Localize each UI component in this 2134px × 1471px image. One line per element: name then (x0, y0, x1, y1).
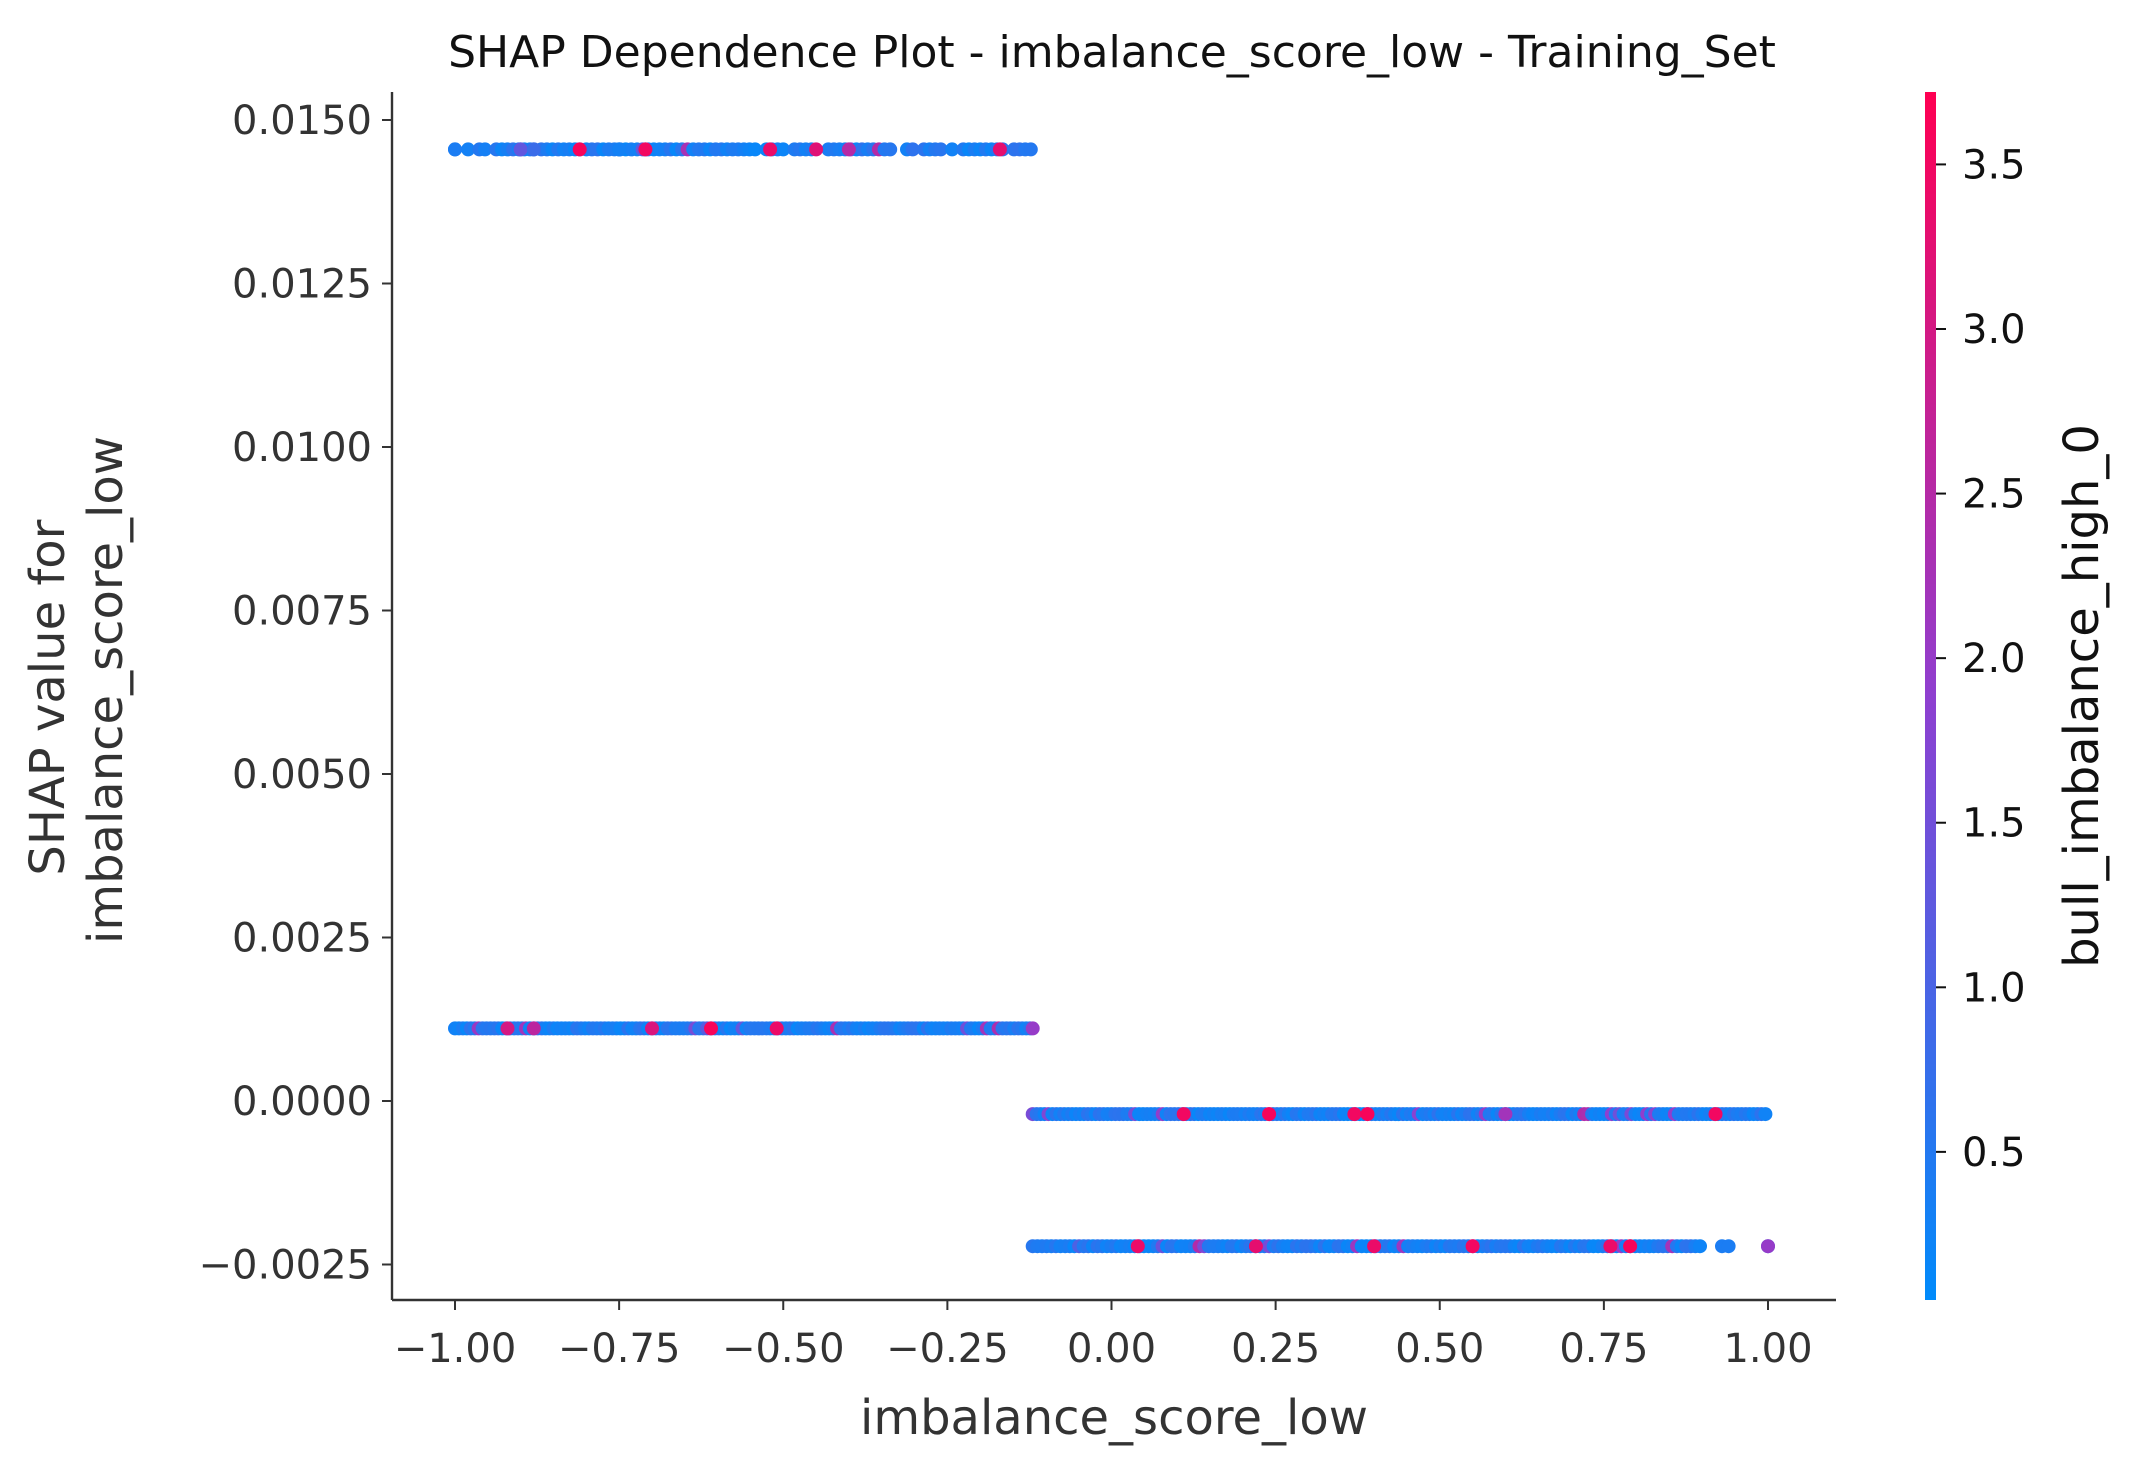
colorbar-tick-label: 2.5 (1962, 472, 2026, 518)
x-tick-label: −1.00 (394, 1326, 517, 1372)
x-tick-label: −0.25 (886, 1326, 1009, 1372)
scatter-point (1761, 1239, 1775, 1254)
scatter-point (478, 142, 492, 157)
colorbar-tick-label: 0.5 (1962, 1130, 2026, 1176)
scatter-point (1758, 1107, 1773, 1122)
x-tick-label: 0.25 (1231, 1326, 1320, 1372)
x-axis-label: imbalance_score_low (860, 1390, 1368, 1446)
scatter-point (645, 1021, 659, 1036)
x-tick-label: 0.50 (1395, 1326, 1484, 1372)
scatter-point (883, 142, 898, 157)
scatter-point (1248, 1239, 1263, 1254)
scatter-point (1498, 1107, 1513, 1122)
scatter-point (1023, 142, 1038, 157)
y-tick-label: 0.0050 (232, 752, 372, 798)
scatter-point (1603, 1239, 1618, 1254)
scatter-point (1708, 1107, 1723, 1122)
colorbar-tick-label: 1.0 (1962, 965, 2026, 1011)
colorbar-tick-label: 1.5 (1962, 801, 2026, 847)
scatter-point (461, 142, 476, 157)
x-tick-label: 0.00 (1067, 1326, 1156, 1372)
x-tick-label: −0.75 (558, 1326, 681, 1372)
scatter-point (526, 142, 541, 157)
colorbar (1925, 92, 1936, 1300)
scatter-point (1130, 1239, 1145, 1254)
scatter-point (1176, 1107, 1191, 1122)
y-tick-label: 0.0000 (232, 1079, 372, 1125)
scatter-point (526, 1021, 541, 1036)
scatter-point (1721, 1239, 1736, 1254)
scatter-point (776, 142, 791, 157)
colorbar-label: bull_imbalance_high_0 (2054, 424, 2110, 968)
colorbar-tick-label: 2.0 (1962, 636, 2026, 682)
scatter-point (769, 1021, 784, 1036)
scatter-point (1465, 1239, 1480, 1254)
scatter-point (704, 1021, 718, 1036)
y-tick-label: 0.0125 (232, 262, 372, 308)
scatter-point (513, 142, 528, 157)
scatter-point (1693, 1239, 1707, 1254)
scatter-point (905, 142, 920, 157)
y-tick-label: 0.0025 (232, 916, 372, 962)
y-tick-label: 0.0075 (232, 589, 372, 635)
scatter-point (1360, 1107, 1375, 1122)
scatter-point (448, 142, 462, 157)
scatter-point (945, 142, 960, 157)
scatter-point (748, 142, 763, 157)
scatter-point (1025, 1021, 1040, 1036)
y-axis-label: SHAP value for imbalance_score_low (20, 436, 134, 944)
y-tick-label: 0.0100 (232, 425, 372, 471)
scatter-point (500, 1021, 515, 1036)
scatter-point (1367, 1239, 1382, 1254)
y-axis-label-line-1: SHAP value for (20, 519, 76, 875)
scatter-point (1623, 1239, 1638, 1254)
y-tick-label: −0.0025 (199, 1243, 372, 1289)
x-tick-label: 0.75 (1559, 1326, 1648, 1372)
scatter-point (638, 142, 653, 157)
x-ticks: −1.00 −0.75 −0.50 −0.25 0.00 0.25 0.50 0.75 1.00 (394, 1300, 1813, 1372)
scatter-point (841, 142, 856, 157)
chart-title: SHAP Dependence Plot - imbalance_score_l… (448, 27, 1776, 78)
scatter-point (933, 142, 948, 157)
scatter-point (1262, 1107, 1277, 1122)
scatter-point (809, 142, 824, 157)
x-tick-label: 1.00 (1723, 1326, 1812, 1372)
scatter-point (992, 142, 1007, 157)
y-ticks: −0.0025 0.0000 0.0025 0.0050 0.0075 0.0100 0.0… (199, 98, 392, 1289)
y-axis-label-line-2: imbalance_score_low (78, 436, 134, 944)
colorbar-tick-label: 3.0 (1962, 307, 2026, 353)
scatter-point (1347, 1107, 1362, 1122)
x-tick-label: −0.50 (722, 1326, 845, 1372)
scatter-point (763, 142, 778, 157)
colorbar-tick-label: 3.5 (1962, 142, 2026, 188)
y-tick-label: 0.0150 (232, 98, 372, 144)
colorbar-ticks: 0.5 1.0 1.5 2.0 2.5 3.0 3.5 (1936, 142, 2026, 1176)
scatter-point (612, 142, 627, 157)
scatter-point (572, 142, 587, 157)
points-layer (448, 142, 1775, 1254)
